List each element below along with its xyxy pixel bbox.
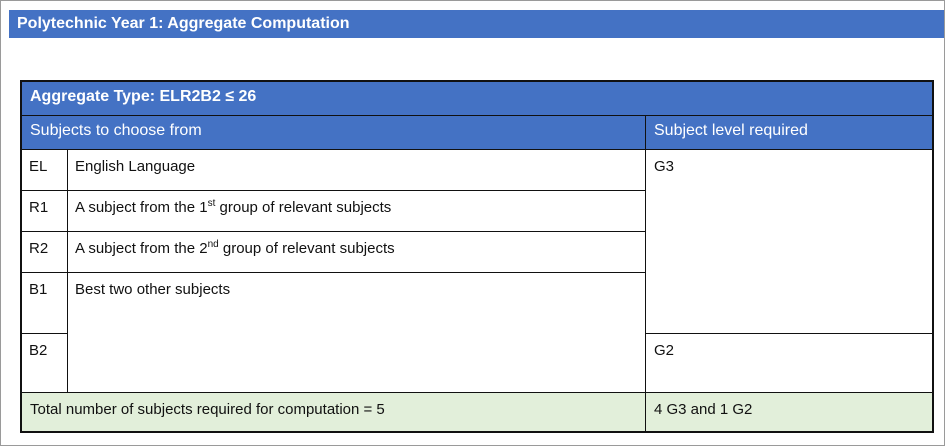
row-code-b1: B1: [22, 273, 68, 334]
row-desc-b1-b2: Best two other subjects: [68, 273, 646, 393]
total-subjects-cell: Total number of subjects required for co…: [22, 393, 646, 431]
row-code-el: EL: [22, 150, 68, 191]
level-column-header: Subject level required: [646, 116, 932, 150]
page-title: Polytechnic Year 1: Aggregate Computatio…: [9, 10, 944, 38]
row-code-r1: R1: [22, 191, 68, 232]
aggregate-type-header: Aggregate Type: ELR2B2 ≤ 26: [22, 82, 932, 116]
total-level-cell: 4 G3 and 1 G2: [646, 393, 932, 431]
aggregate-table: Aggregate Type: ELR2B2 ≤ 26 Subjects to …: [20, 80, 934, 433]
subjects-column-header: Subjects to choose from: [22, 116, 646, 150]
level-g3-cell: G3: [646, 150, 932, 334]
row-desc-el: English Language: [68, 150, 646, 191]
row-code-b2: B2: [22, 334, 68, 393]
row-desc-r1: A subject from the 1st group of relevant…: [68, 191, 646, 232]
row-desc-r2: A subject from the 2nd group of relevant…: [68, 232, 646, 273]
level-g2-cell: G2: [646, 334, 932, 393]
row-code-r2: R2: [22, 232, 68, 273]
